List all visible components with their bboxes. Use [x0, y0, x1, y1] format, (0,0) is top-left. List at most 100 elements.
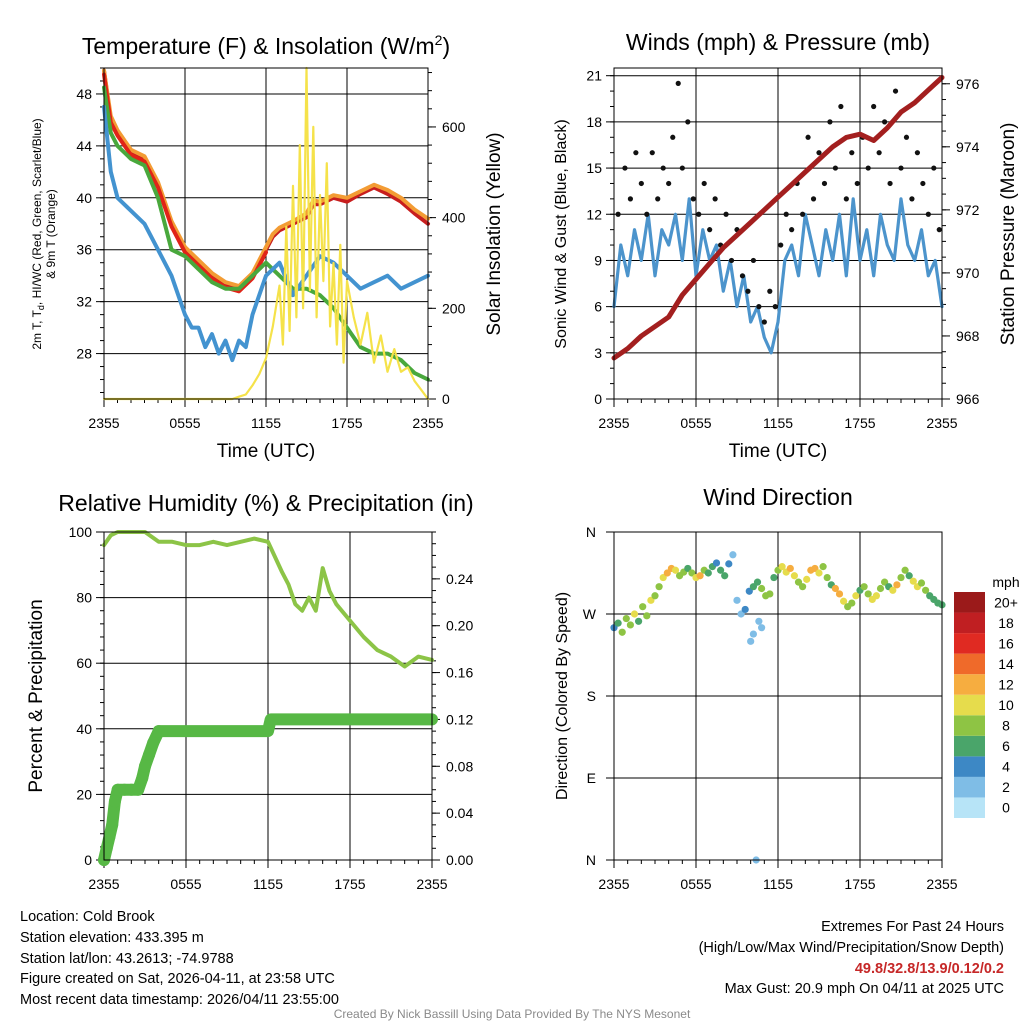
direction-point: [922, 586, 930, 594]
temp-xtick-label: 1755: [331, 415, 362, 431]
gust-point: [800, 211, 806, 217]
gust-point: [633, 150, 639, 156]
gust-point: [761, 319, 767, 325]
rh-ytick-label: 60: [76, 655, 92, 671]
winds-series-line-0: [612, 197, 944, 355]
temp-ytick-label: 28: [76, 346, 92, 362]
winds-ytick-label: 15: [586, 160, 602, 176]
insolation-ytick-label: 600: [442, 119, 466, 135]
direction-point: [655, 583, 663, 591]
gust-point: [622, 165, 628, 171]
direction-point: [823, 573, 831, 582]
direction-xtick-label: 1755: [844, 876, 875, 892]
colorbar-label: 6: [1002, 738, 1010, 754]
direction-point: [755, 617, 763, 625]
precip-point: [139, 760, 151, 773]
gust-point: [783, 211, 789, 217]
gust-point: [789, 227, 795, 233]
colorbar-label: 10: [998, 697, 1014, 713]
precip-point: [100, 842, 113, 855]
gust-point: [898, 165, 904, 171]
direction-point: [840, 597, 848, 605]
gust-point: [821, 180, 828, 187]
insolation-ytick-label: 400: [442, 210, 466, 226]
direction-point: [864, 590, 872, 598]
colorbar-label: 16: [998, 635, 1014, 651]
gust-point: [685, 119, 691, 125]
direction-point: [618, 628, 626, 636]
gust-point: [675, 80, 681, 86]
temp-ytick-label: 32: [76, 294, 92, 310]
winds-ytick-label: 18: [586, 114, 602, 130]
direction-point: [766, 590, 774, 598]
gust-point: [756, 304, 762, 310]
gust-point: [728, 257, 735, 264]
temp-series-line-1: [102, 68, 430, 289]
winds-series-line-2: [611, 75, 945, 361]
precip-point: [103, 830, 116, 843]
pressure-ytick-label: 974: [956, 139, 980, 155]
gust-point: [690, 196, 696, 202]
precip-point: [152, 725, 165, 738]
gust-point: [750, 257, 757, 264]
gust-point: [871, 103, 877, 110]
rh-ytick-label: 0: [84, 852, 92, 868]
temperature-y2label: Solar Insolation (Yellow): [484, 132, 505, 335]
gust-point: [920, 180, 926, 187]
insolation-ytick-label: 0: [442, 391, 450, 407]
direction-point: [831, 584, 840, 593]
gust-point: [772, 304, 778, 310]
colorbar-label: 12: [998, 676, 1014, 692]
winds-xtick-label: 1755: [844, 415, 875, 431]
max-gust: Max Gust: 20.9 mph On 04/11 at 2025 UTC: [724, 981, 1004, 998]
direction-point: [643, 612, 651, 620]
direction-point: [799, 583, 807, 591]
extremes-title: Extremes For Past 24 Hours: [821, 919, 1004, 935]
colorbar-label: 2: [1002, 779, 1010, 795]
precip-point: [132, 783, 145, 796]
gust-point: [887, 180, 893, 187]
temperature-ylabel-2: & 9m T (Orange): [44, 189, 58, 279]
direction-title: Wind Direction: [703, 484, 853, 510]
gust-point: [707, 227, 713, 233]
gust-point: [914, 150, 921, 156]
panel-humidity: Relative Humidity (%) & Precipitation (i…: [26, 490, 474, 892]
direction-point: [852, 592, 860, 600]
direction-point: [614, 619, 622, 627]
direction-point: [815, 569, 823, 577]
direction-point: [905, 572, 913, 580]
winds-xtick-label: 2355: [598, 415, 629, 431]
precip-point: [143, 748, 156, 761]
precip-ytick-label: 0.00: [446, 852, 473, 868]
pressure-ytick-label: 968: [956, 328, 980, 344]
gust-point: [666, 180, 672, 187]
colorbar-title: mph: [992, 574, 1019, 590]
direction-point: [639, 603, 647, 611]
direction-point: [721, 572, 729, 580]
direction-ylabel: Direction (Colored By Speed): [554, 592, 571, 800]
gust-point: [931, 165, 937, 171]
direction-point: [778, 563, 786, 571]
temp-ytick-label: 44: [76, 138, 92, 154]
humidity-ylabel: Percent & Precipitation: [26, 599, 47, 792]
gust-point: [827, 119, 833, 125]
gust-point: [701, 180, 707, 187]
gust-point: [843, 196, 849, 202]
colorbar-swatch: [954, 735, 985, 757]
direction-point: [749, 630, 758, 638]
colorbar-swatch: [954, 797, 985, 818]
colorbar-label: 4: [1002, 759, 1010, 775]
gust-point: [670, 134, 676, 140]
station-elevation: Station elevation: 433.395 m: [20, 929, 204, 946]
gust-point: [660, 165, 666, 171]
pressure-ytick-label: 966: [956, 391, 980, 407]
gust-point: [838, 103, 844, 110]
direction-ytick-label: W: [583, 606, 597, 622]
pressure-ytick-label: 976: [956, 76, 980, 92]
rh-ytick-label: 20: [76, 786, 92, 802]
rh-ytick-label: 40: [76, 721, 92, 737]
colorbar-swatch: [954, 592, 985, 613]
gust-point: [638, 180, 644, 187]
direction-point: [635, 617, 643, 625]
winds-xlabel: Time (UTC): [729, 441, 828, 462]
